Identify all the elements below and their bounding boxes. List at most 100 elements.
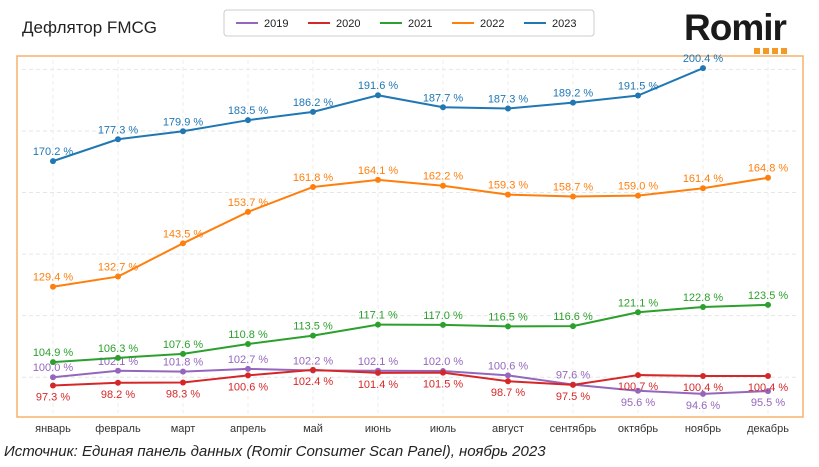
data-point-2020 <box>440 369 446 376</box>
data-point-2021 <box>180 350 186 357</box>
data-label-2022: 161.4 % <box>683 173 724 185</box>
data-point-2023 <box>635 92 641 99</box>
data-point-2019 <box>505 372 511 379</box>
x-tick-label: ноябрь <box>685 423 722 435</box>
data-label-2022: 132.7 % <box>98 262 139 274</box>
series-line-2019 <box>52 367 769 395</box>
data-point-2019 <box>765 388 771 395</box>
data-point-2023 <box>245 117 251 124</box>
data-point-2022 <box>115 273 121 280</box>
series-2023: 170.2 % 177.3 % 179.9 % 183.5 % 186.2 % 191.6… <box>33 53 723 165</box>
data-point-2020 <box>570 381 576 388</box>
legend-label-2022: 2022 <box>480 18 504 30</box>
data-point-2021 <box>440 321 446 328</box>
data-label-2020: 100.4 % <box>683 382 724 394</box>
data-point-2021 <box>700 304 706 311</box>
data-label-2022: 129.4 % <box>33 272 74 284</box>
series-line-2022 <box>52 176 769 288</box>
data-label-2023: 187.3 % <box>488 93 529 105</box>
data-point-2022 <box>700 185 706 192</box>
x-tick-label: январь <box>35 423 71 435</box>
data-label-2021: 110.8 % <box>228 329 268 341</box>
data-label-2020: 102.4 % <box>293 376 334 388</box>
data-point-2020 <box>180 379 186 386</box>
logo-dot <box>772 48 778 54</box>
data-label-2023: 170.2 % <box>33 146 74 158</box>
x-tick-label: июнь <box>365 423 391 435</box>
data-label-2022: 159.0 % <box>618 181 659 193</box>
source-note: Источник: Единая панель данных (Romir Co… <box>4 443 546 460</box>
data-label-2022: 158.7 % <box>553 182 594 194</box>
x-tick-label: июль <box>430 423 457 435</box>
data-label-2021: 116.5 % <box>488 311 528 323</box>
data-label-2020: 98.3 % <box>166 388 200 400</box>
data-label-2020: 100.4 % <box>748 382 789 394</box>
data-point-2022 <box>440 182 446 189</box>
data-point-2022 <box>765 174 771 181</box>
data-point-2019 <box>245 365 251 372</box>
data-point-2019 <box>180 368 186 375</box>
data-label-2022: 159.3 % <box>488 180 529 192</box>
data-label-2023: 177.3 % <box>98 124 139 136</box>
x-tick-label: май <box>303 423 323 435</box>
data-label-2019: 102.1 % <box>358 356 399 368</box>
data-label-2020: 101.5 % <box>423 379 464 391</box>
data-label-2021: 117.0 % <box>423 310 463 322</box>
data-point-2023 <box>180 128 186 135</box>
data-label-2022: 164.8 % <box>748 163 789 175</box>
data-label-2019: 95.6 % <box>621 397 655 409</box>
data-point-2020 <box>375 369 381 376</box>
data-label-2022: 161.8 % <box>293 172 334 184</box>
data-point-2019 <box>635 387 641 394</box>
data-point-2023 <box>505 105 511 112</box>
data-point-2020 <box>115 379 121 386</box>
data-point-2022 <box>375 176 381 183</box>
data-label-2019: 102.2 % <box>293 355 334 367</box>
data-label-2020: 97.3 % <box>36 392 70 404</box>
x-tick-label: сентябрь <box>550 423 597 435</box>
data-point-2022 <box>50 283 56 290</box>
data-point-2022 <box>570 193 576 200</box>
data-point-2019 <box>50 374 56 381</box>
data-label-2023: 189.2 % <box>553 88 594 100</box>
data-point-2021 <box>310 332 316 339</box>
x-tick-label: август <box>492 423 524 435</box>
data-point-2020 <box>310 366 316 373</box>
data-point-2020 <box>700 372 706 379</box>
logo-text: Romir <box>684 7 787 48</box>
legend-label-2023: 2023 <box>552 18 576 30</box>
data-label-2023: 187.7 % <box>423 92 464 104</box>
data-label-2019: 95.5 % <box>751 397 785 409</box>
data-label-2020: 100.6 % <box>228 381 269 393</box>
data-label-2020: 97.5 % <box>556 391 590 403</box>
data-point-2021 <box>505 323 511 330</box>
legend-items: 2019 2020 2021 2022 2023 <box>236 18 576 30</box>
data-label-2022: 143.5 % <box>163 228 204 240</box>
data-point-2022 <box>245 208 251 215</box>
data-point-2023 <box>440 104 446 111</box>
data-point-2019 <box>700 390 706 397</box>
data-label-2023: 183.5 % <box>228 105 269 117</box>
x-axis-ticks: январь февраль март апрель май июнь июль август… <box>35 423 789 435</box>
data-label-2023: 191.6 % <box>358 80 399 92</box>
x-tick-label: октябрь <box>618 423 658 435</box>
legend-label-2021: 2021 <box>408 18 432 30</box>
data-point-2022 <box>180 240 186 247</box>
data-point-2021 <box>50 359 56 366</box>
data-label-2019: 100.0 % <box>33 362 74 374</box>
logo-dot <box>763 48 769 54</box>
data-point-2023 <box>310 108 316 115</box>
data-point-2020 <box>245 372 251 379</box>
data-point-2023 <box>375 92 381 99</box>
data-label-2019: 94.6 % <box>686 400 720 412</box>
data-label-2021: 122.8 % <box>683 292 724 304</box>
data-point-2020 <box>765 372 771 379</box>
data-label-2022: 164.1 % <box>358 165 399 177</box>
data-point-2021 <box>765 301 771 308</box>
data-label-2021: 116.6 % <box>553 311 593 323</box>
data-label-2021: 121.1 % <box>618 297 659 309</box>
legend: 2019 2020 2021 2022 2023 <box>223 9 595 37</box>
data-label-2020: 98.2 % <box>101 389 135 401</box>
data-point-2020 <box>635 372 641 379</box>
series-2020: 97.3 % 98.2 % 98.3 % 100.6 % 102.4 % 101.4 % 1… <box>36 366 789 404</box>
